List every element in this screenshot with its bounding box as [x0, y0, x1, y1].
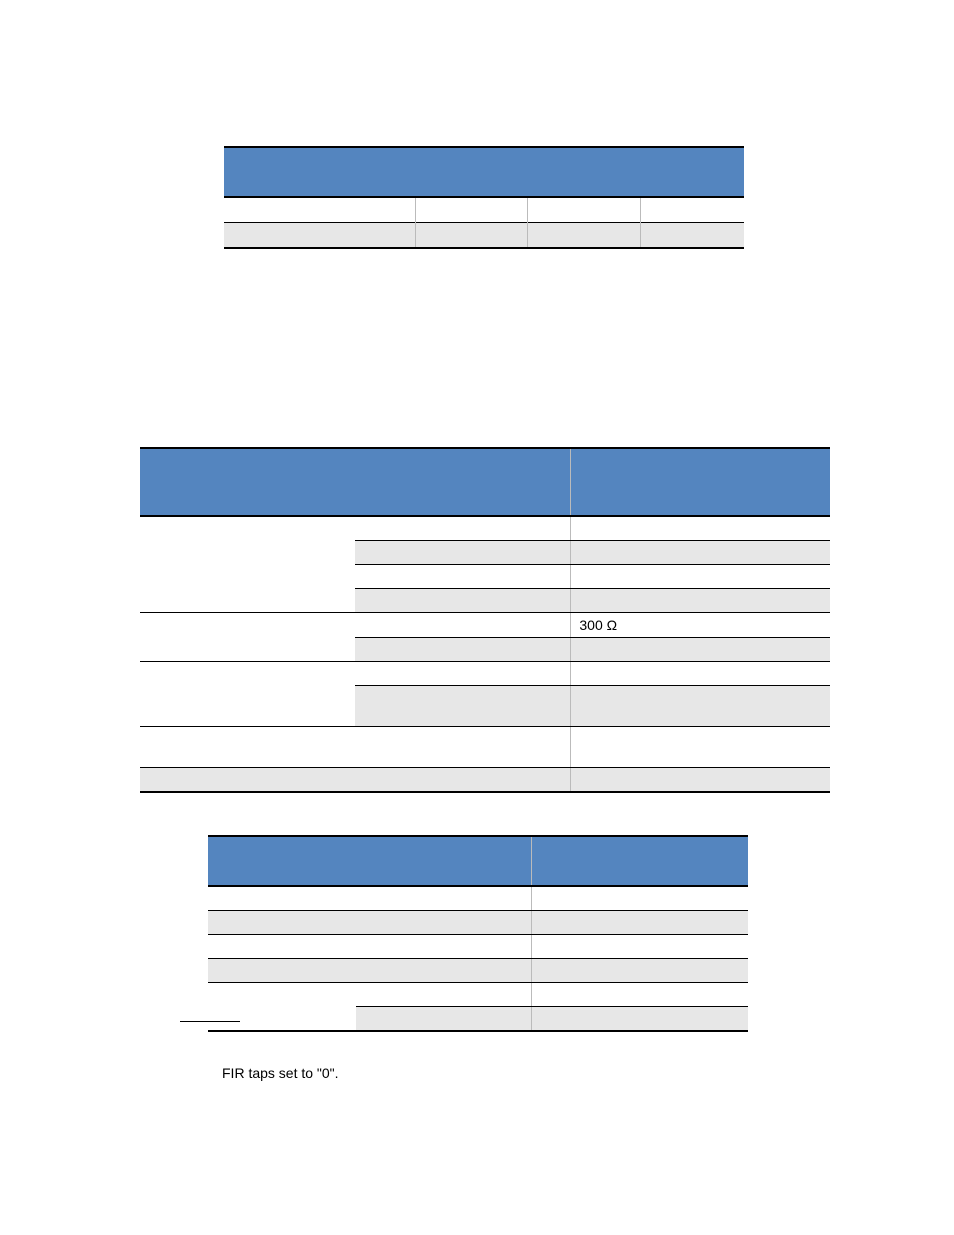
t3-r0-c0 [208, 886, 531, 911]
note-text: FIR taps set to "0". [222, 1065, 339, 1081]
t1-r0-c2 [528, 197, 641, 223]
t2-r4-c1 [355, 613, 571, 638]
table-3-row-2 [208, 935, 748, 959]
t2-r1-c1 [355, 541, 571, 565]
t1-hdr-c2 [528, 147, 641, 197]
underline [180, 1020, 240, 1022]
table-3-header [208, 836, 748, 886]
t1-r1-c2 [528, 223, 641, 249]
t2-r6-c0 [140, 662, 355, 727]
table-2: 300 Ω [140, 447, 830, 793]
t1-r0-c0 [224, 197, 415, 223]
t2-r0-c2 [571, 516, 830, 541]
table-2-row-9 [140, 768, 830, 793]
t2-r9-c0 [140, 768, 571, 793]
t3-hdr-c1 [531, 836, 748, 886]
t3-r0-c1 [531, 886, 748, 911]
t2-hdr-c0 [140, 448, 571, 516]
t2-r4-c0 [140, 613, 355, 662]
t3-r5-c1 [356, 1007, 532, 1032]
t2-hdr-c1 [571, 448, 830, 516]
t2-r6-c2 [571, 662, 830, 686]
t2-r3-c2 [571, 589, 830, 613]
table-3-row-0 [208, 886, 748, 911]
t3-hdr-c0 [208, 836, 531, 886]
t1-hdr-c1 [415, 147, 528, 197]
table-2-row-0 [140, 516, 830, 541]
t3-r1-c1 [531, 911, 748, 935]
table-2-row-4: 300 Ω [140, 613, 830, 638]
t1-r1-c3 [640, 223, 744, 249]
t1-r0-c1 [415, 197, 528, 223]
t3-r3-c1 [531, 959, 748, 983]
table-3-row-3 [208, 959, 748, 983]
t3-r5-c2 [531, 1007, 748, 1032]
table-1 [224, 146, 744, 249]
t3-r2-c0 [208, 935, 531, 959]
t2-r6-c1 [355, 662, 571, 686]
t1-r1-c1 [415, 223, 528, 249]
t1-r0-c3 [640, 197, 744, 223]
t2-r4-c2: 300 Ω [571, 613, 830, 638]
t2-r0-c0 [140, 516, 355, 613]
t2-r5-c2 [571, 638, 830, 662]
table-1-header [224, 147, 744, 197]
table-3 [208, 835, 748, 1032]
table-3-row-1 [208, 911, 748, 935]
t2-r7-c2 [571, 686, 830, 727]
t2-r2-c1 [355, 565, 571, 589]
table-2-row-6 [140, 662, 830, 686]
table-2-header [140, 448, 830, 516]
t2-r5-c1 [355, 638, 571, 662]
t3-r4-c2 [531, 983, 748, 1007]
table-1-row-0 [224, 197, 744, 223]
t2-r2-c2 [571, 565, 830, 589]
t1-r1-c0 [224, 223, 415, 249]
t3-r4-c1 [356, 983, 532, 1007]
t3-r3-c0 [208, 959, 531, 983]
table-3-row-4 [208, 983, 748, 1007]
table-2-row-8 [140, 727, 830, 768]
t3-r4-c0 [208, 983, 356, 1032]
t3-r1-c0 [208, 911, 531, 935]
t2-r8-c2 [571, 727, 830, 768]
t1-hdr-c3 [640, 147, 744, 197]
page: 300 Ω [0, 0, 954, 1235]
t2-r8-c0 [140, 727, 571, 768]
t3-r2-c1 [531, 935, 748, 959]
t1-hdr-c0 [224, 147, 415, 197]
table-1-row-1 [224, 223, 744, 249]
t2-r3-c1 [355, 589, 571, 613]
t2-r0-c1 [355, 516, 571, 541]
t2-r9-c2 [571, 768, 830, 793]
t2-r7-c1 [355, 686, 571, 727]
t2-r1-c2 [571, 541, 830, 565]
